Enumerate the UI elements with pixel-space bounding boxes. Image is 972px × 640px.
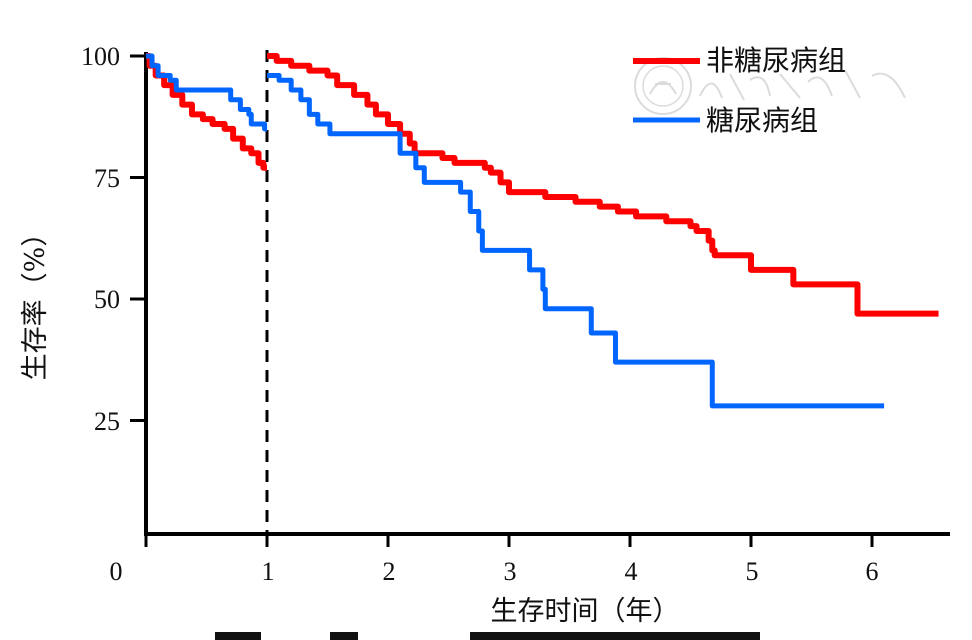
x-tick-label: 6	[866, 557, 879, 586]
y-axis-title: 生存率（%）	[20, 220, 51, 381]
x-tick-label: 1	[262, 557, 275, 586]
y-tick-label: 75	[94, 164, 120, 193]
x-tick-label: 3	[504, 557, 517, 586]
x-tick-label: 4	[625, 557, 638, 586]
y-tick-label: 25	[94, 407, 120, 436]
series-line-diabetic	[146, 53, 885, 409]
legend-label-diabetic: 糖尿病组	[706, 104, 818, 137]
y-tick-label: 50	[94, 285, 120, 314]
x-tick-label: 5	[746, 557, 759, 586]
legend: 非糖尿病组 糖尿病组	[633, 44, 846, 137]
x-axis-title: 生存时间（年）	[491, 596, 680, 627]
cropped-caption	[215, 632, 760, 640]
x-tick-label: 2	[383, 557, 396, 586]
legend-label-non-diabetic: 非糖尿病组	[706, 44, 846, 77]
x-tick-label: 0	[110, 557, 123, 586]
y-tick-label: 100	[81, 42, 120, 71]
axis-ticks	[130, 54, 874, 547]
